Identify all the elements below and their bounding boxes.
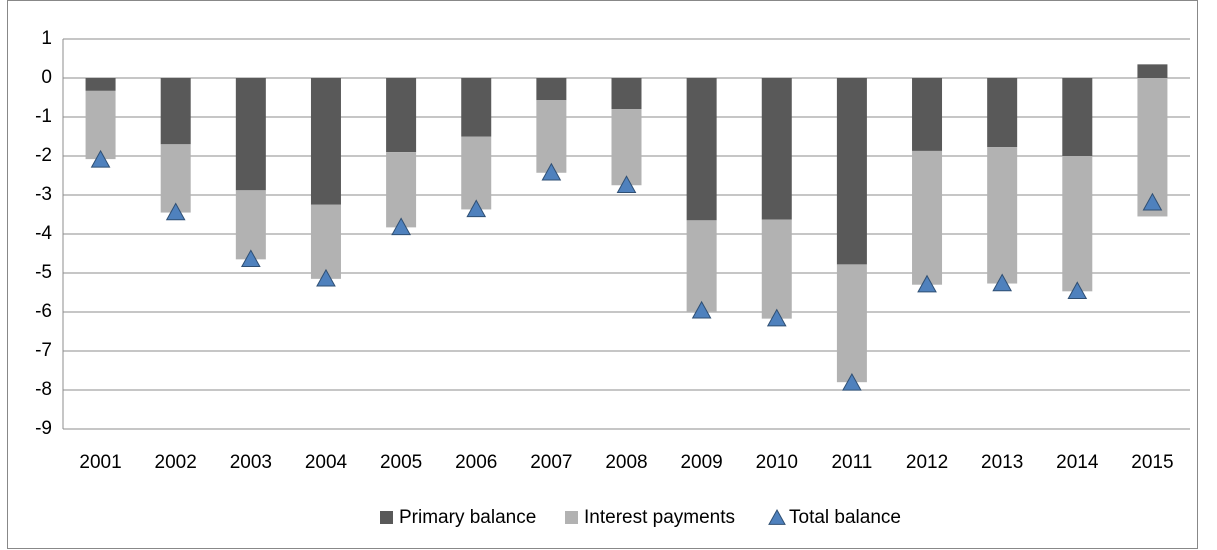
bar-segment <box>310 78 341 205</box>
marker <box>1142 192 1163 211</box>
marker <box>766 308 787 327</box>
bar-segment <box>836 78 867 265</box>
marker <box>466 199 487 218</box>
y-tick-label: -8 <box>35 379 52 400</box>
bar-segment <box>611 109 642 186</box>
x-tick-label: 2006 <box>455 452 497 473</box>
bar-segment <box>761 219 792 319</box>
bar-segment <box>536 78 567 101</box>
legend-swatch <box>768 508 786 525</box>
y-tick-label: -1 <box>35 106 52 127</box>
marker <box>541 162 562 181</box>
marker <box>917 274 937 293</box>
x-tick-label: 2001 <box>79 452 121 473</box>
bar-segment <box>686 78 717 221</box>
x-tick-label: 2009 <box>680 452 722 473</box>
bar-segment <box>235 78 266 191</box>
bar-segment <box>85 78 116 91</box>
marker <box>992 273 1013 292</box>
bar-segment <box>1062 156 1093 292</box>
marker <box>691 300 712 319</box>
bar-segment <box>85 90 116 160</box>
legend-swatch <box>565 511 578 524</box>
x-tick-label: 2010 <box>756 452 798 473</box>
x-tick-label: 2014 <box>1056 452 1099 473</box>
marker <box>90 149 111 168</box>
marker <box>1067 281 1088 300</box>
marker <box>316 268 336 287</box>
bar-segment <box>386 152 417 228</box>
y-tick-label: 1 <box>41 28 52 49</box>
bar-segment <box>611 78 642 110</box>
x-tick-label: 2007 <box>530 452 572 473</box>
bar-segment <box>386 78 417 153</box>
bar-segment <box>235 190 266 260</box>
marker <box>240 249 261 268</box>
y-tick-label: -9 <box>35 418 52 439</box>
x-tick-label: 2003 <box>230 452 272 473</box>
bar-segment <box>987 147 1018 284</box>
y-tick-label: -2 <box>35 145 52 166</box>
bar-segment <box>461 136 492 210</box>
x-tick-label: 2011 <box>831 452 872 473</box>
bar-segment <box>1062 78 1093 156</box>
chart-frame <box>7 0 1198 549</box>
y-tick-label: -5 <box>35 262 52 283</box>
marker <box>616 175 637 193</box>
bar-segment <box>987 78 1018 148</box>
x-tick-label: 2008 <box>605 452 647 473</box>
legend-label: Total balance <box>789 507 901 528</box>
bar-segment <box>310 204 341 279</box>
x-tick-label: 2002 <box>155 452 197 473</box>
marker <box>391 217 411 236</box>
x-tick-label: 2004 <box>305 452 348 473</box>
legend-swatch <box>380 511 393 524</box>
y-tick-label: -6 <box>35 301 52 322</box>
bar-segment <box>761 78 792 220</box>
x-tick-label: 2012 <box>906 452 948 473</box>
y-tick-label: -4 <box>35 223 52 244</box>
bar-segment <box>912 150 943 285</box>
bar-segment <box>160 78 191 145</box>
x-tick-label: 2005 <box>380 452 422 473</box>
marker <box>165 202 186 221</box>
legend-label: Primary balance <box>399 507 536 528</box>
x-tick-label: 2015 <box>1131 452 1173 473</box>
y-tick-label: 0 <box>41 67 52 88</box>
bar-segment <box>536 100 567 173</box>
y-tick-label: -3 <box>35 184 52 205</box>
bar-segment <box>912 78 943 151</box>
y-tick-label: -7 <box>35 340 52 361</box>
bar-segment <box>160 144 191 213</box>
marker <box>842 372 862 391</box>
bar-segment <box>1137 64 1168 78</box>
bar-segment <box>461 78 492 137</box>
legend-label: Interest payments <box>584 507 735 528</box>
bar-segment <box>686 220 717 312</box>
x-tick-label: 2013 <box>981 452 1023 473</box>
bar-segment <box>836 264 867 383</box>
